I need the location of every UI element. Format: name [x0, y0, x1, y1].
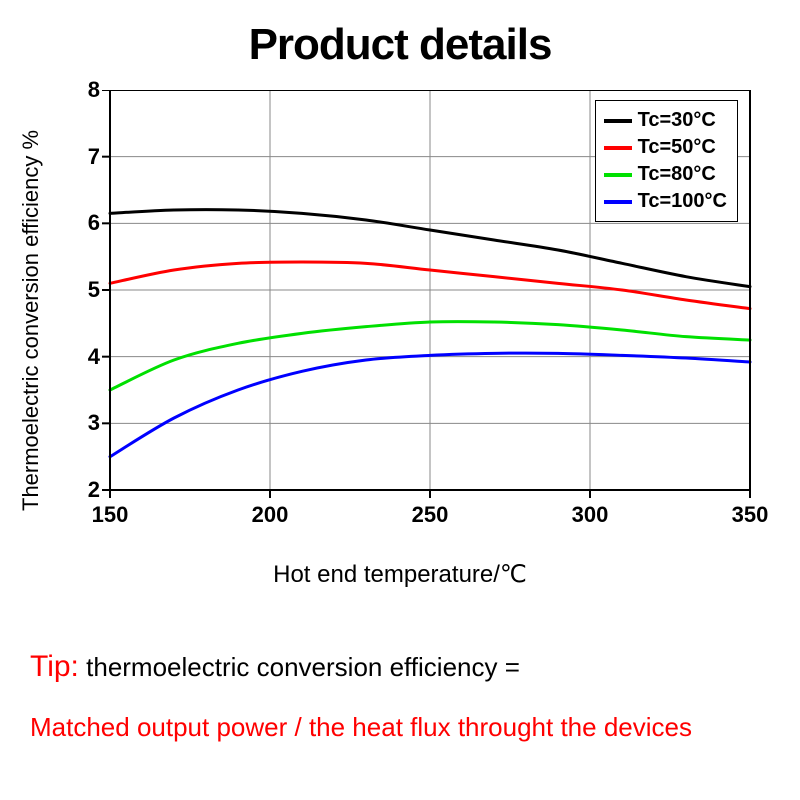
tip-line-2: Matched output power / the heat flux thr… — [30, 712, 770, 743]
tip-word: Tip: — [30, 650, 79, 683]
x-tick-label: 300 — [570, 502, 610, 528]
y-tick-label: 8 — [76, 77, 100, 103]
legend-item-tc80: Tc=80°C — [604, 161, 727, 188]
x-axis-label: Hot end temperature/℃ — [0, 560, 800, 589]
legend-swatch — [604, 119, 632, 123]
chart-legend: Tc=30°CTc=50°CTc=80°CTc=100°C — [595, 100, 738, 222]
x-tick-label: 200 — [250, 502, 290, 528]
y-tick-label: 7 — [76, 144, 100, 170]
y-tick-label: 6 — [76, 210, 100, 236]
legend-swatch — [604, 173, 632, 177]
tip-rest: thermoelectric conversion efficiency = — [79, 652, 520, 682]
legend-label: Tc=50°C — [638, 134, 716, 161]
legend-label: Tc=100°C — [638, 188, 727, 215]
y-axis-label: Thermoelectric conversion efficiency % — [18, 60, 44, 580]
y-tick-label: 5 — [76, 277, 100, 303]
legend-label: Tc=80°C — [638, 161, 716, 188]
legend-item-tc30: Tc=30°C — [604, 107, 727, 134]
x-tick-label: 350 — [730, 502, 770, 528]
y-tick-label: 2 — [76, 477, 100, 503]
page-title: Product details — [0, 20, 800, 70]
tip-block: Tip: thermoelectric conversion efficienc… — [30, 650, 770, 743]
legend-swatch — [604, 200, 632, 204]
legend-label: Tc=30°C — [638, 107, 716, 134]
y-tick-label: 4 — [76, 344, 100, 370]
x-tick-label: 150 — [90, 502, 130, 528]
legend-swatch — [604, 146, 632, 150]
legend-item-tc50: Tc=50°C — [604, 134, 727, 161]
y-tick-label: 3 — [76, 410, 100, 436]
legend-item-tc100: Tc=100°C — [604, 188, 727, 215]
x-tick-label: 250 — [410, 502, 450, 528]
tip-line-1: Tip: thermoelectric conversion efficienc… — [30, 650, 770, 684]
